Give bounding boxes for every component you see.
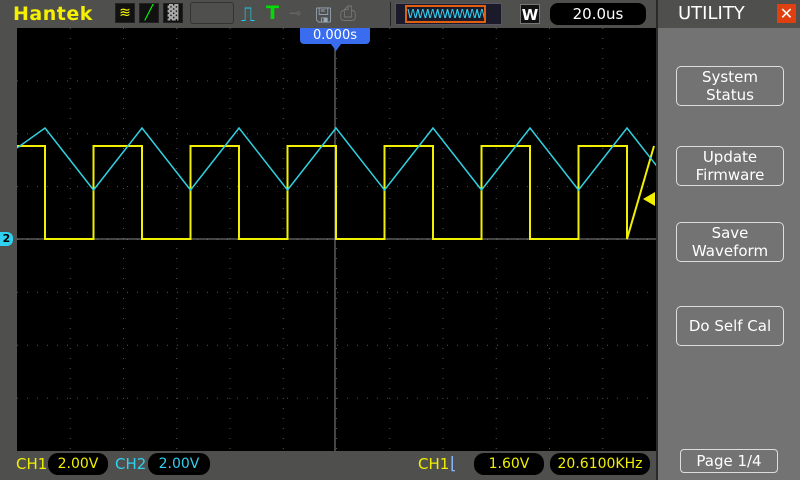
vector-mode-icon[interactable]: ╱ bbox=[139, 3, 159, 23]
falling-edge-icon: ⌊ bbox=[450, 454, 457, 474]
trigger-status-icon: T bbox=[266, 2, 279, 24]
menu-title: UTILITY bbox=[678, 3, 745, 24]
self-cal-button[interactable]: Do Self Cal bbox=[676, 306, 784, 346]
brand-logo: Hantek bbox=[13, 3, 93, 25]
trigger-position-arrow bbox=[331, 44, 341, 51]
page-button[interactable]: Page 1/4 bbox=[680, 449, 778, 473]
trigger-source: CH1 bbox=[418, 455, 450, 473]
toolbar: Hantek ≋ ╱ ▓ ⎍ T ⊸ 🖫 ⎙ WWWWWWWWWWW W 20.… bbox=[0, 0, 656, 28]
ch2-ground-marker[interactable]: 2 bbox=[0, 232, 13, 246]
ch2-waveform bbox=[16, 126, 677, 192]
timebase-readout[interactable]: 20.0us bbox=[550, 3, 646, 25]
ch2-label: CH2 bbox=[115, 455, 147, 473]
trigger-position-marker[interactable]: 0.000s bbox=[300, 28, 370, 44]
save-disk-icon[interactable]: 🖫 bbox=[315, 3, 333, 27]
graticule bbox=[16, 28, 677, 451]
persistence-icon[interactable]: ▓ bbox=[163, 3, 183, 23]
printer-icon[interactable]: ⎙ bbox=[340, 1, 356, 25]
ch2-scale[interactable]: 2.00V bbox=[148, 453, 210, 475]
save-waveform-button[interactable]: Save Waveform bbox=[676, 222, 784, 262]
close-icon[interactable]: ✕ bbox=[777, 4, 796, 23]
ch1-waveform bbox=[17, 145, 655, 240]
trigger-level[interactable]: 1.60V bbox=[474, 453, 544, 475]
ch1-scale[interactable]: 2.00V bbox=[48, 453, 108, 475]
trigger-edge-icon: ⎍ bbox=[241, 2, 255, 26]
memory-window-indicator: WWWWWWWWWWW bbox=[395, 3, 502, 25]
ch1-label: CH1 bbox=[16, 455, 48, 473]
waveform-display-icon[interactable]: ≋ bbox=[115, 3, 135, 23]
divider bbox=[390, 2, 391, 26]
update-firmware-button[interactable]: Update Firmware bbox=[676, 146, 784, 186]
utility-menu: UTILITY ✕ System Status Update Firmware S… bbox=[656, 0, 800, 480]
key-icon: ⊸ bbox=[289, 4, 302, 22]
trigger-level-marker[interactable] bbox=[643, 192, 655, 206]
empty-slot bbox=[190, 2, 234, 24]
mode-icon: W bbox=[520, 4, 540, 24]
waveform-display[interactable] bbox=[16, 28, 677, 451]
frequency-readout: 20.6100KHz bbox=[550, 453, 650, 475]
system-status-button[interactable]: System Status bbox=[676, 66, 784, 106]
